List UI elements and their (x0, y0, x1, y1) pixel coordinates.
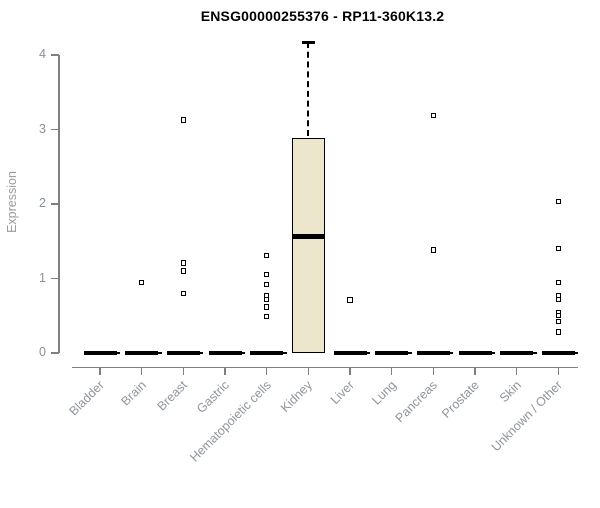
collapsed-boxplot-whisker-nub (241, 352, 245, 354)
y-tick (51, 352, 59, 354)
collapsed-boxplot-bar (83, 350, 117, 356)
outlier-point (555, 329, 562, 335)
x-tick (557, 367, 559, 375)
y-tick (51, 54, 59, 56)
y-tick-label: 2 (39, 196, 46, 210)
outlier-point (555, 313, 562, 319)
boxplot-box (291, 138, 325, 353)
y-tick-label: 4 (39, 47, 46, 61)
outlier-point (430, 112, 437, 119)
outlier-point (138, 279, 145, 285)
y-tick-label: 0 (39, 345, 46, 359)
y-tick-label: 3 (39, 121, 46, 136)
x-tick (99, 367, 101, 375)
collapsed-boxplot-whisker-nub (199, 352, 204, 354)
y-tick-label: 1 (39, 270, 46, 285)
collapsed-boxplot-bar (208, 350, 242, 356)
collapsed-boxplot-bar (375, 350, 409, 356)
x-axis-line (72, 367, 578, 369)
x-tick (474, 367, 476, 375)
x-tick (266, 367, 268, 375)
outlier-point (555, 199, 562, 205)
collapsed-boxplot-bar (500, 350, 534, 356)
x-tick (182, 367, 184, 375)
collapsed-boxplot-bar (125, 350, 159, 356)
outlier-point (180, 260, 187, 266)
collapsed-boxplot-whisker-nub (533, 352, 537, 354)
outlier-point (347, 297, 353, 303)
collapsed-boxplot-whisker-nub (158, 352, 162, 354)
x-tick (224, 367, 226, 375)
chart-title: ENSG00000255376 - RP11-360K13.2 (200, 8, 445, 24)
outlier-point (555, 246, 562, 252)
collapsed-boxplot-bar (166, 350, 200, 356)
collapsed-boxplot-whisker-nub (574, 352, 579, 354)
collapsed-boxplot-bar (250, 350, 284, 356)
collapsed-boxplot-whisker-nub (283, 352, 287, 354)
boxplot-median (291, 234, 325, 240)
outlier-point (263, 252, 270, 259)
collapsed-boxplot-whisker-nub (449, 352, 454, 354)
outlier-point (555, 319, 562, 325)
x-tick (516, 367, 518, 375)
collapsed-boxplot-bar (416, 350, 450, 356)
y-tick (51, 128, 59, 131)
outlier-point (180, 290, 187, 297)
outlier-point (430, 247, 437, 253)
collapsed-boxplot-whisker-nub (116, 352, 120, 354)
outlier-point (555, 296, 562, 303)
outlier-point (263, 304, 270, 310)
outlier-point (263, 281, 270, 288)
boxplot-whisker-cap (301, 41, 315, 44)
x-tick (307, 367, 309, 375)
outlier-point (180, 268, 187, 274)
y-tick (51, 203, 59, 205)
collapsed-boxplot-whisker-nub (408, 352, 412, 354)
y-tick (51, 277, 59, 280)
outlier-point (263, 296, 270, 303)
outlier-point (555, 279, 562, 285)
x-tick (141, 367, 143, 375)
outlier-point (180, 117, 187, 123)
collapsed-boxplot-whisker-nub (491, 352, 495, 354)
collapsed-boxplot-bar (458, 350, 492, 356)
collapsed-boxplot-bar (333, 350, 367, 356)
outlier-point (263, 313, 270, 320)
x-tick (432, 367, 434, 375)
x-tick (391, 367, 393, 375)
x-tick (349, 367, 351, 375)
outlier-point (263, 272, 270, 278)
boxplot-whisker (307, 42, 310, 137)
collapsed-boxplot-bar (541, 350, 575, 356)
collapsed-boxplot-whisker-nub (366, 352, 370, 354)
